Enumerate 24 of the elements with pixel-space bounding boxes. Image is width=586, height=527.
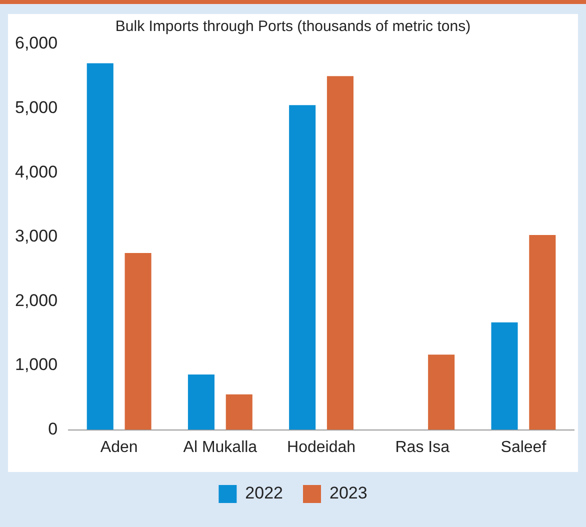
x-tick-label: Ras Isa: [395, 438, 450, 456]
bar: [529, 234, 556, 430]
y-tick-label: 3,000: [14, 226, 58, 246]
x-tick-label: Hodeidah: [287, 438, 356, 456]
x-tick-label: Saleef: [500, 438, 547, 456]
legend-label: 2023: [330, 484, 368, 503]
x-tick-label: Aden: [100, 438, 138, 456]
bar: [428, 354, 455, 430]
bar: [86, 63, 114, 430]
bar: [491, 322, 518, 430]
y-tick-label: 4,000: [14, 162, 58, 182]
bar: [188, 374, 214, 430]
bar: [289, 105, 316, 430]
y-tick-label: 5,000: [14, 98, 58, 117]
chart-title: Bulk Imports through Ports (thousands of metric tons): [115, 18, 471, 36]
y-tick-label: 6,000: [14, 34, 58, 53]
bar: [226, 394, 252, 430]
x-tick-label: Al Mukalla: [183, 438, 258, 456]
bar: [124, 252, 152, 430]
y-tick-label: 0: [48, 419, 58, 438]
y-tick-label: 2,000: [14, 290, 58, 310]
bar: [326, 76, 354, 430]
y-tick-label: 1,000: [14, 355, 58, 374]
legend-label: 2022: [245, 484, 284, 503]
